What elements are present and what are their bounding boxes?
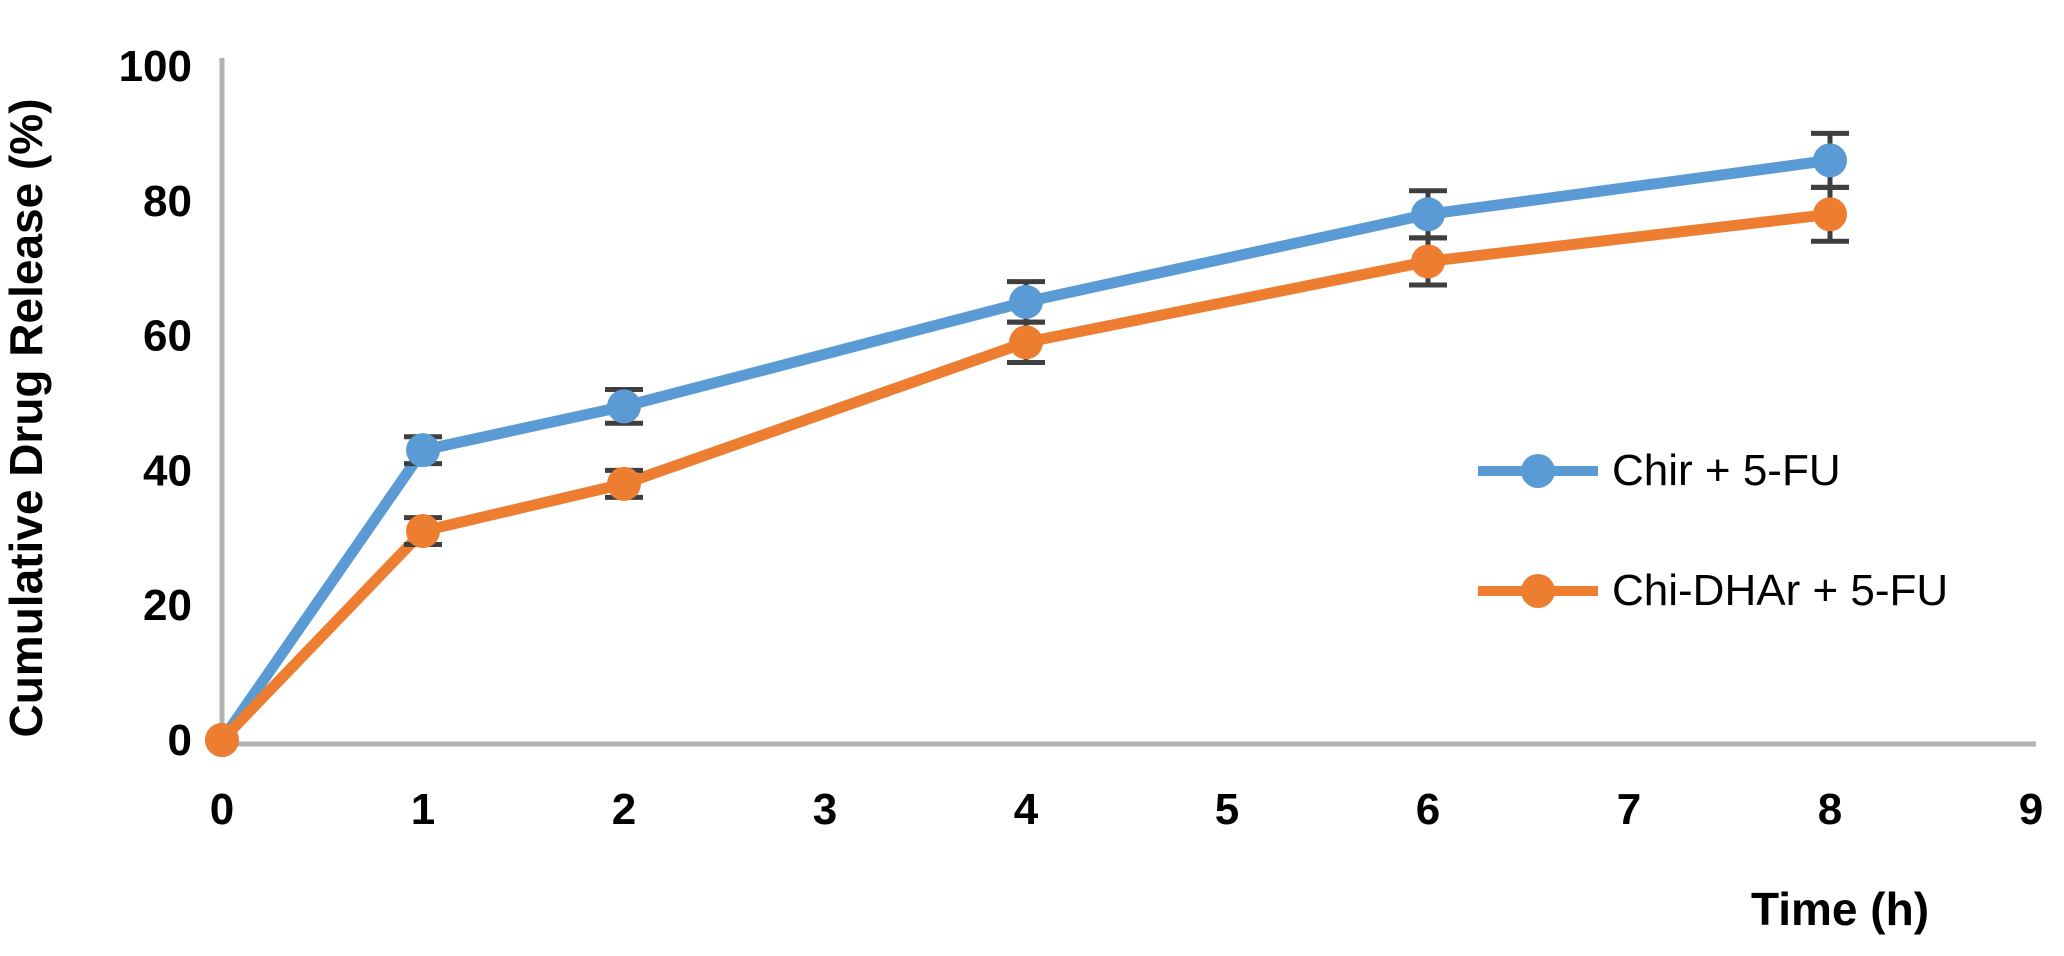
x-tick-label: 2 (612, 785, 636, 834)
x-axis-title: Time (h) (1751, 883, 1929, 935)
data-point-0 (406, 433, 440, 468)
data-point-1 (1813, 197, 1847, 232)
x-tick-label: 4 (1014, 785, 1039, 834)
x-tick-label: 3 (813, 785, 837, 834)
x-tick-label: 7 (1617, 785, 1641, 834)
data-point-0 (1813, 143, 1847, 178)
y-tick-label: 80 (143, 177, 192, 226)
y-tick-label: 60 (143, 312, 192, 361)
x-tick-label: 8 (1818, 785, 1842, 834)
data-point-0 (1009, 284, 1043, 319)
data-point-1 (406, 514, 440, 549)
y-tick-label: 0 (168, 716, 192, 765)
y-axis-title: Cumulative Drug Release (%) (0, 98, 52, 737)
data-point-0 (607, 389, 641, 424)
legend-dot-swatch (1521, 574, 1555, 608)
y-tick-label: 100 (119, 42, 192, 91)
y-tick-label: 40 (143, 446, 192, 495)
x-tick-label: 6 (1416, 785, 1440, 834)
series-line-0 (216, 154, 1836, 746)
legend-dot-swatch (1521, 454, 1555, 488)
x-tick-label: 1 (411, 785, 435, 834)
legend-label: Chi-DHAr + 5-FU (1612, 566, 1949, 615)
legend-item-chir-5fu: Chir + 5-FU (1478, 439, 1948, 503)
y-tick-label: 20 (143, 581, 192, 630)
legend-label: Chir + 5-FU (1612, 446, 1841, 495)
data-point-1 (1009, 325, 1043, 360)
plot-dynamic-layer: 0 20 40 60 80 100 0 1 2 3 4 5 6 7 8 9 (119, 42, 2044, 834)
series-line-1 (216, 208, 1836, 746)
legend-series-marker-icon (1478, 454, 1598, 488)
legend: Chir + 5-FU Chi-DHAr + 5-FU (1478, 439, 1948, 623)
x-tick-label: 5 (1215, 785, 1239, 834)
legend-item-chi-dhar-5fu: Chi-DHAr + 5-FU (1478, 559, 1948, 623)
x-tick-label: 0 (210, 785, 234, 834)
x-tick-label: 9 (2019, 785, 2043, 834)
data-point-1 (1411, 244, 1445, 279)
legend-series-marker-icon (1478, 574, 1598, 608)
data-point-1 (607, 466, 641, 501)
data-point-1 (205, 723, 239, 757)
data-point-0 (1411, 197, 1445, 232)
